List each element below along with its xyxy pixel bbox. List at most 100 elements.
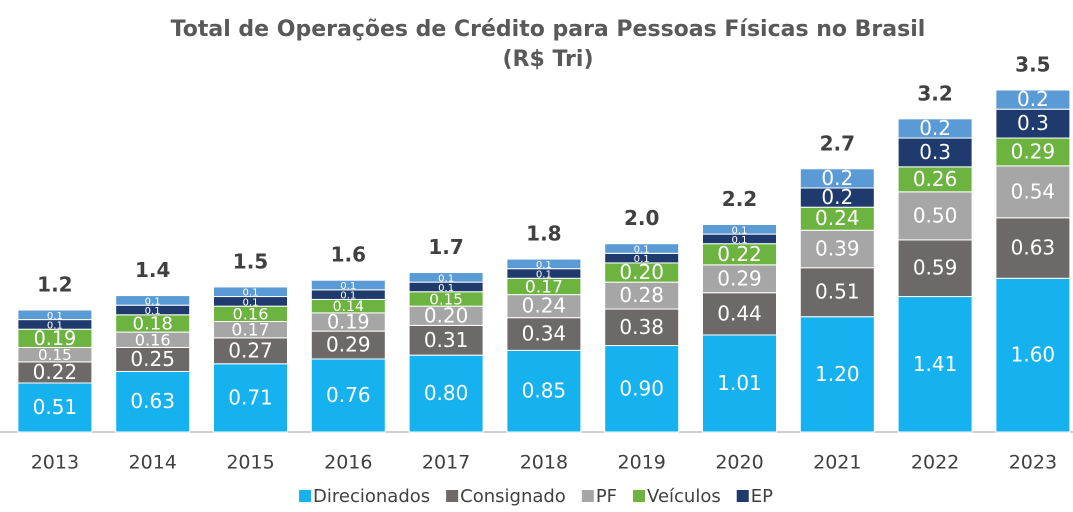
total-label: 2.2 [722, 187, 757, 211]
x-tick-label: 2022 [911, 452, 959, 474]
bar-segment [506, 349, 582, 433]
bar-segment [799, 316, 875, 433]
data-label: 0.1 [242, 288, 258, 299]
data-label: 0.85 [522, 379, 567, 403]
data-label: 1.41 [913, 352, 958, 376]
x-tick-label: 2014 [129, 452, 177, 474]
legend-swatch [299, 490, 312, 502]
bar-segment [897, 296, 973, 433]
data-label: 0.39 [815, 236, 860, 260]
data-label: 0.17 [231, 321, 269, 341]
data-label: 0.14 [333, 299, 364, 315]
bar-segment [506, 258, 582, 270]
data-label: 0.31 [424, 328, 469, 352]
data-label: 0.71 [228, 385, 273, 409]
chart-title: Total de Operações de Crédito para Pesso… [171, 17, 926, 42]
bar-segment [213, 363, 288, 433]
x-tick-label: 2016 [324, 452, 372, 474]
data-label: 0.76 [326, 383, 371, 407]
data-label: 0.1 [145, 296, 161, 307]
data-label: 0.1 [634, 245, 650, 256]
bar-segment [213, 286, 288, 298]
data-label: 0.1 [536, 260, 552, 271]
data-label: 0.1 [438, 283, 454, 294]
bar-segment [115, 370, 191, 433]
bar-segment [897, 239, 973, 298]
data-label: 0.2 [821, 166, 853, 190]
legend-swatch [633, 490, 646, 502]
bar-segment [897, 118, 973, 139]
legend-label: Veículos [647, 486, 721, 507]
x-tick-label: 2017 [422, 452, 470, 474]
data-label: 0.44 [717, 301, 762, 325]
data-label: 0.1 [731, 225, 747, 236]
legend-label: Consignado [460, 486, 566, 507]
bar-segment [995, 137, 1071, 167]
data-label: 0.54 [1011, 179, 1056, 203]
bar-segment [702, 264, 777, 294]
bar-segment [506, 317, 582, 351]
legend-swatch [736, 490, 749, 502]
data-label: 0.22 [717, 242, 762, 266]
bar-segment [17, 309, 93, 321]
data-label: 0.38 [619, 315, 664, 339]
data-label: 0.25 [130, 347, 175, 371]
x-tick-label: 2013 [31, 452, 79, 474]
data-label: 0.20 [619, 260, 664, 284]
data-label: 0.15 [38, 346, 72, 364]
data-label: 0.29 [1011, 139, 1056, 163]
data-label: 0.59 [913, 256, 958, 280]
data-label: 0.1 [340, 281, 356, 292]
data-label: 0.16 [135, 330, 171, 349]
bar-segment [702, 223, 777, 235]
bar-segment [799, 267, 875, 318]
bar-segment [17, 382, 93, 433]
bar-segment [604, 243, 680, 254]
legend-swatch [446, 490, 459, 502]
data-label: 0.1 [438, 273, 454, 284]
legend-label: Direcionados [313, 486, 430, 507]
data-label: 0.1 [242, 297, 258, 308]
data-label: 1.01 [717, 371, 762, 395]
data-label: 0.26 [913, 167, 958, 191]
x-tick-label: 2021 [813, 452, 861, 474]
bar-segment [310, 279, 386, 291]
data-label: 0.50 [913, 203, 958, 227]
bar-segment [408, 272, 484, 283]
data-label: 0.19 [327, 311, 370, 334]
x-tick-label: 2018 [520, 452, 568, 474]
bar-segment [310, 358, 386, 433]
total-label: 1.2 [37, 272, 72, 296]
data-label: 0.90 [619, 376, 664, 400]
data-label: 0.51 [33, 395, 78, 419]
bar-segment [604, 345, 680, 433]
data-label: 0.24 [522, 294, 567, 318]
bar-segment [702, 292, 777, 336]
total-label: 3.5 [1015, 53, 1050, 77]
data-label: 0.18 [132, 313, 172, 334]
legend-label: EP [751, 486, 773, 507]
bar-segment [897, 191, 973, 241]
data-label: 0.19 [34, 327, 77, 350]
total-label: 3.2 [917, 81, 952, 105]
data-label: 0.1 [340, 291, 356, 302]
data-label: 0.22 [33, 360, 78, 384]
total-label: 1.4 [135, 258, 170, 282]
total-label: 1.8 [526, 222, 561, 246]
total-label: 1.5 [233, 249, 268, 273]
total-label: 2.7 [820, 131, 855, 155]
data-label: 0.24 [815, 206, 860, 230]
total-label: 1.6 [331, 243, 366, 267]
legend: Direcionados Consignado PF Veículos EP [299, 486, 773, 507]
data-label: 0.27 [228, 338, 273, 362]
data-label: 0.1 [47, 311, 63, 322]
bar-segment [408, 354, 484, 433]
bar-segment [310, 330, 386, 360]
chart-subtitle: (R$ Tri) [503, 47, 594, 72]
data-label: 1.60 [1011, 343, 1056, 367]
data-label: 0.63 [130, 389, 175, 413]
data-label: 0.17 [525, 277, 563, 297]
bar-segment [995, 89, 1071, 110]
bar-segment [604, 308, 680, 347]
